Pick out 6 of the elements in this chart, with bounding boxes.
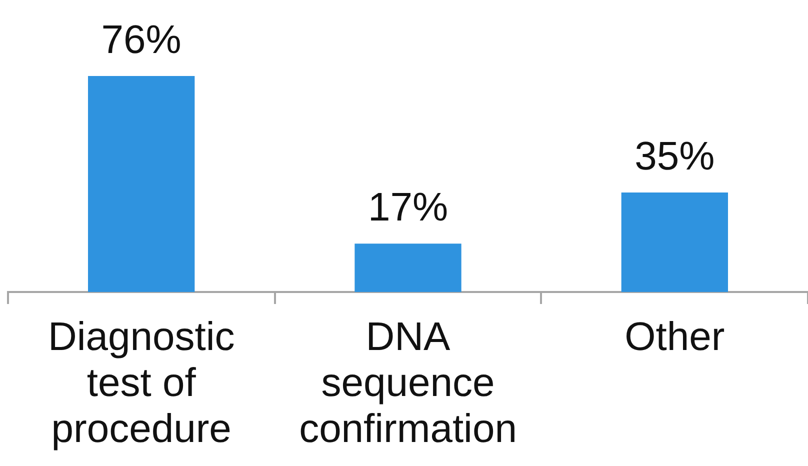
x-tick-label: Other: [624, 315, 725, 360]
data-label: 17%: [368, 186, 448, 230]
data-label: 35%: [634, 134, 715, 179]
x-tick-label: Diagnostic test of procedure: [48, 315, 235, 452]
x-tick-label: DNA sequence confirmation: [299, 315, 517, 452]
data-label: 76%: [101, 18, 182, 62]
